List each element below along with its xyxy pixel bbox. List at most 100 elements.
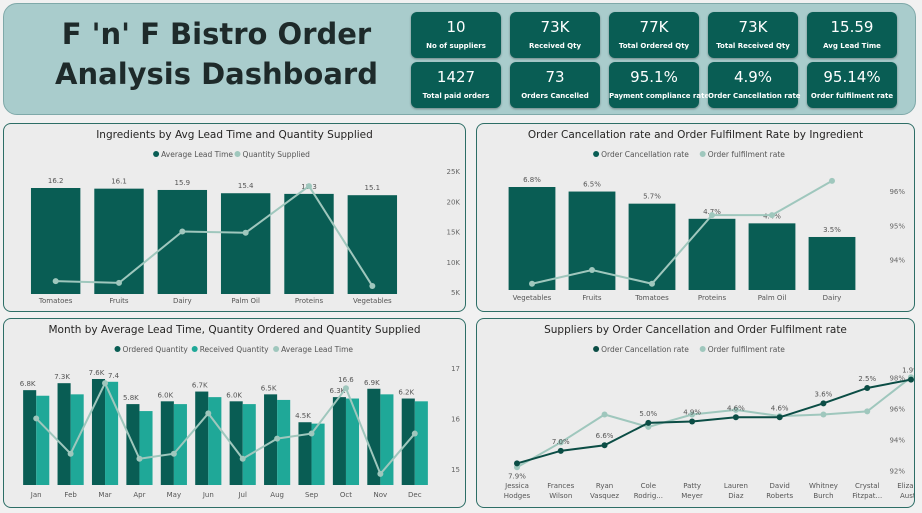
chart-panel-suppliers[interactable]: Suppliers by Order Cancellation and Orde… xyxy=(476,318,922,508)
line-point-average-lead-time xyxy=(170,450,177,457)
chart-panel-ingredients-lead-time[interactable]: Ingredients by Avg Lead Time and Quantit… xyxy=(3,123,466,312)
bar-data-label: 7.6K xyxy=(89,369,105,377)
line-point-fulfilment-rate xyxy=(732,406,739,413)
bar-data-label: 5.8K xyxy=(123,394,139,402)
bar-received-quantity xyxy=(277,399,291,485)
x-axis-tick-label: May xyxy=(167,491,181,499)
line-point-quantity-supplied xyxy=(369,282,376,289)
line-point-fulfilment-rate xyxy=(709,212,715,219)
bar-received-quantity xyxy=(105,381,119,485)
bar-ordered-quantity xyxy=(229,401,243,485)
line-data-label: 4.9% xyxy=(683,408,701,416)
line-point-fulfilment-rate xyxy=(589,267,595,273)
legend-swatch xyxy=(273,346,280,352)
y-axis-tick-label: 5K xyxy=(451,289,460,297)
line-point-fulfilment-rate xyxy=(864,408,871,415)
legend-swatch xyxy=(699,151,706,157)
legend-label: Average Lead Time xyxy=(281,345,353,354)
line-point-average-lead-time xyxy=(308,430,315,437)
line-point-quantity-supplied xyxy=(242,229,249,236)
legend-label: Average Lead Time xyxy=(161,150,233,159)
bar-cancellation-rate xyxy=(748,223,796,290)
line-point-average-lead-time xyxy=(377,470,384,477)
bar-data-label: 6.8% xyxy=(523,176,541,184)
x-axis-tick-label: Vegetables xyxy=(513,294,552,302)
kpi-card-avg-lead-time[interactable]: 15.59 Avg Lead Time xyxy=(807,12,897,58)
kpi-card-payment-compliance[interactable]: 95.1% Payment compliance rate xyxy=(609,62,709,108)
legend-swatch xyxy=(699,346,706,352)
y-axis-tick-label: 25K xyxy=(447,168,461,176)
bar-data-label: 6.5% xyxy=(583,181,601,189)
x-axis-tick-label: Patty Meyer xyxy=(681,482,703,500)
kpi-value: 73 xyxy=(545,68,565,86)
kpi-value: 73K xyxy=(540,18,570,36)
legend-swatch xyxy=(234,151,241,157)
y-axis-tick-label: 15K xyxy=(447,229,461,237)
bar-data-label: 6.0K xyxy=(226,391,242,399)
bar-received-quantity xyxy=(139,411,153,485)
line-point-cancellation-rate xyxy=(557,447,564,454)
x-axis-tick-label: Lauren Diaz xyxy=(724,482,748,500)
line-cancellation-rate xyxy=(516,378,912,465)
bar-received-quantity xyxy=(242,404,256,485)
line-point-cancellation-rate xyxy=(601,442,608,449)
bar-data-label: 15.1 xyxy=(365,184,381,192)
y-axis-tick-label: 10K xyxy=(447,259,461,267)
x-axis-tick-label: Dairy xyxy=(823,294,842,302)
chart-panel-ingredient-cancellation[interactable]: Order Cancellation rate and Order Fulfil… xyxy=(476,123,915,312)
chart-title: Month by Average Lead Time, Quantity Ord… xyxy=(48,324,420,336)
x-axis-tick-label: Ryan Vasquez xyxy=(590,482,619,500)
kpi-value: 95.14% xyxy=(823,68,881,86)
kpi-card-total-received-qty[interactable]: 73K Total Received Qty xyxy=(708,12,798,58)
bar-avg-lead-time xyxy=(157,189,208,294)
line-data-label: 4.6% xyxy=(727,404,745,412)
line-data-label: 7.0% xyxy=(552,438,570,446)
y-axis-tick-label: 96% xyxy=(889,405,905,413)
bar-data-label: 15.4 xyxy=(238,182,254,190)
legend-label: Order Cancellation rate xyxy=(601,345,689,354)
line-point-average-lead-time xyxy=(67,450,74,457)
kpi-card-orders-cancelled[interactable]: 73 Orders Cancelled xyxy=(510,62,600,108)
line-point-quantity-supplied xyxy=(179,228,186,235)
line-fulfilment-rate xyxy=(516,376,912,469)
kpi-label: Order fulfilment rate xyxy=(810,92,894,100)
y-axis-tick-label: 17 xyxy=(451,365,460,373)
kpi-label: No of suppliers xyxy=(426,42,486,50)
x-axis-tick-label: Tomatoes xyxy=(634,294,669,302)
bar-ordered-quantity xyxy=(160,401,174,485)
x-axis-tick-label: Cole Rodrig... xyxy=(634,482,663,500)
bar-ordered-quantity xyxy=(264,394,278,485)
bar-cancellation-rate xyxy=(568,191,616,290)
x-axis-tick-label: Oct xyxy=(340,491,352,499)
x-axis-tick-label: Jul xyxy=(237,491,247,499)
line-point-quantity-supplied xyxy=(306,183,312,190)
kpi-card-fulfilment-rate[interactable]: 95.14% Order fulfilment rate xyxy=(807,62,897,108)
line-point-average-lead-time xyxy=(239,455,246,462)
x-axis-tick-label: Nov xyxy=(374,491,388,499)
kpi-card-received-qty[interactable]: 73K Received Qty xyxy=(510,12,600,58)
y-axis-tick-label: 94% xyxy=(889,257,905,265)
line-point-cancellation-rate xyxy=(689,418,696,425)
line-data-label: 5.0% xyxy=(639,410,657,418)
bar-received-quantity xyxy=(345,398,360,485)
kpi-card-total-ordered-qty[interactable]: 77K Total Ordered Qty xyxy=(609,12,699,58)
line-point-average-lead-time xyxy=(411,430,418,437)
bar-data-label: 6.2K xyxy=(398,389,414,397)
legend-swatch xyxy=(593,346,600,352)
kpi-card-total-paid-orders[interactable]: 1427 Total paid orders xyxy=(411,62,501,108)
kpi-label: Total Received Qty xyxy=(716,42,790,50)
bar-received-quantity xyxy=(414,401,428,485)
line-data-label: 7.9% xyxy=(508,472,526,480)
x-axis-tick-label: Feb xyxy=(64,491,77,499)
kpi-card-cancellation-rate[interactable]: 4.9% Order Cancellation rate xyxy=(708,62,801,108)
chart-panel-monthly[interactable]: Month by Average Lead Time, Quantity Ord… xyxy=(3,318,466,508)
line-quantity-supplied xyxy=(55,184,374,287)
bar-data-label: 6.9K xyxy=(364,379,380,387)
kpi-value: 1427 xyxy=(436,68,476,86)
y-axis-tick-label: 94% xyxy=(889,436,905,444)
y-axis-tick-label: 15 xyxy=(451,466,460,474)
x-axis-tick-label: Fruits xyxy=(582,294,602,302)
bar-data-label: 15.9 xyxy=(175,179,191,187)
legend-swatch xyxy=(593,151,600,157)
kpi-card-suppliers[interactable]: 10 No of suppliers xyxy=(411,12,501,58)
